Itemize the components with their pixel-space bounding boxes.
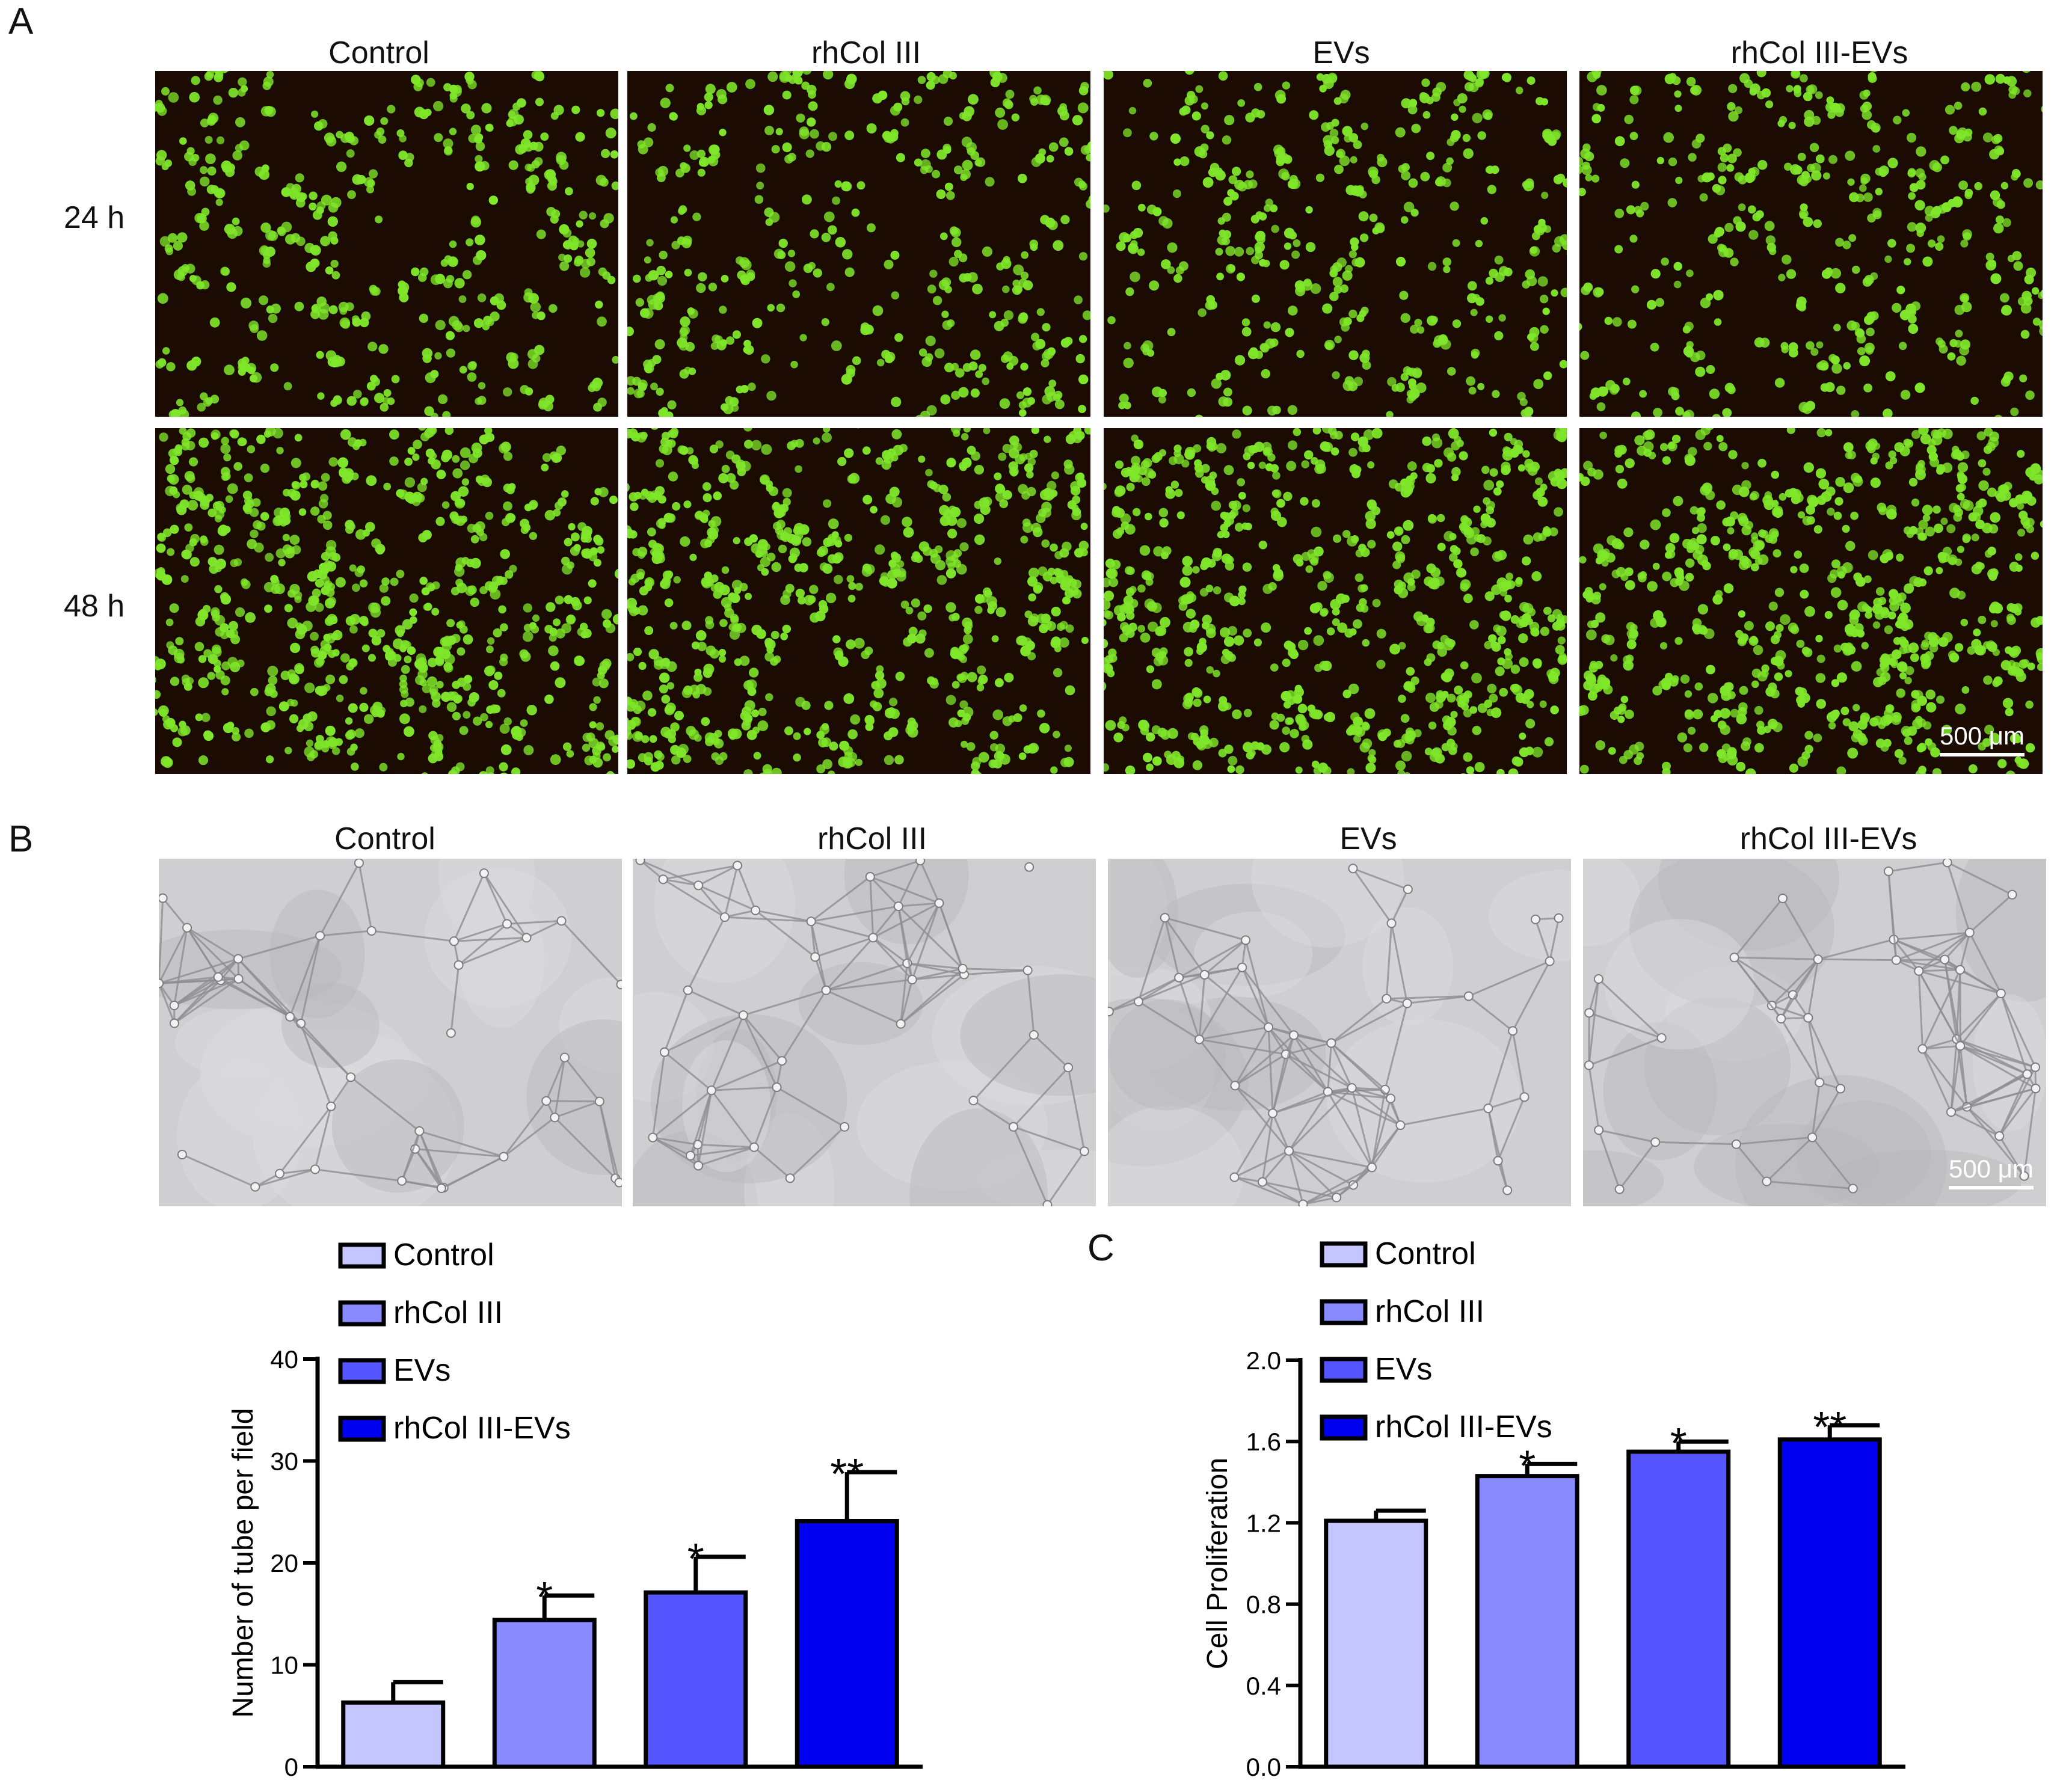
chart-c-legend-swatch-control	[1320, 1241, 1368, 1268]
chart-c-legend-swatch-rhcol	[1320, 1299, 1368, 1325]
chart-b-significance-marker: *	[536, 1574, 553, 1622]
scale-bar-b-label: 500 μm	[1949, 1155, 2034, 1183]
micrograph-a-24h-rhcol	[627, 71, 1090, 417]
fluorescence-texture	[1104, 428, 1567, 774]
fluorescence-texture	[1579, 71, 2043, 417]
chart-b-significance-marker: **	[830, 1450, 864, 1499]
panel-a-column-rhcol-evs: rhCol III-EVs	[1730, 35, 1908, 70]
panel-b-column-rhcol: rhCol III	[817, 821, 927, 856]
chart-c-legend-label: Control	[1375, 1236, 1476, 1271]
chart-b-y-tick-label: 0	[284, 1753, 298, 1781]
chart-c-legend-label: EVs	[1375, 1352, 1432, 1387]
scale-bar-b: 500 μm	[1949, 1155, 2034, 1189]
micrograph-a-48h-evs	[1104, 428, 1567, 774]
chart-c-significance-marker: **	[1813, 1404, 1846, 1452]
chart-c-bar-rhcol	[1475, 1474, 1579, 1769]
chart-c-y-tick-label: 0.4	[1246, 1672, 1281, 1700]
chart-b-y-axis-label: Number of tube per field	[227, 1408, 259, 1718]
micrograph-a-48h-rhcol-evs	[1579, 428, 2043, 774]
micrograph-a-24h-control	[155, 71, 618, 417]
panel-label-b: B	[8, 818, 34, 860]
chart-b-legend-label: rhCol III-EVs	[393, 1411, 571, 1446]
chart-c-legend-swatch-rhcol_evs	[1320, 1414, 1368, 1441]
chart-b-bar-rhcol_evs	[795, 1519, 899, 1769]
chart-c-y-tick-label: 1.6	[1246, 1428, 1281, 1456]
scale-bar-a-label: 500 μm	[1940, 722, 2025, 750]
micrograph-a-48h-rhcol	[627, 428, 1090, 774]
chart-c-significance-marker: *	[1519, 1442, 1536, 1490]
fluorescence-texture	[1579, 428, 2043, 774]
fluorescence-texture	[155, 71, 618, 417]
fluorescence-texture	[1104, 71, 1567, 417]
micrograph-b-evs	[1108, 859, 1571, 1206]
chart-c-y-tick-label: 0.8	[1246, 1591, 1281, 1619]
panel-label-a: A	[8, 1, 34, 42]
chart-b-legend-label: Control	[393, 1238, 494, 1272]
chart-c-significance-marker: *	[1670, 1420, 1687, 1468]
fluorescence-texture	[627, 71, 1090, 417]
chart-c-legend-label: rhCol III	[1375, 1294, 1484, 1329]
chart-b-y-tick-label: 30	[270, 1447, 298, 1476]
panel-a-row-48h: 48 h	[64, 589, 125, 624]
scale-bar-a-line	[1940, 753, 2025, 756]
brightfield-texture	[1108, 859, 1571, 1206]
panel-b-column-control: Control	[334, 821, 435, 856]
chart-c-legend-swatch-evs	[1320, 1357, 1368, 1383]
brightfield-texture	[1583, 859, 2046, 1206]
chart-c-bar-control	[1324, 1518, 1428, 1769]
chart-b-legend-swatch-control	[338, 1242, 386, 1269]
chart-b-legend-label: EVs	[393, 1353, 450, 1388]
fluorescence-texture	[627, 428, 1090, 774]
micrograph-b-rhcol-evs	[1583, 859, 2046, 1206]
micrograph-a-24h-evs	[1104, 71, 1567, 417]
chart-c-y-tick-label: 2.0	[1246, 1346, 1281, 1375]
chart-b-legend-swatch-evs	[338, 1358, 386, 1384]
chart-c-bar-rhcol_evs	[1777, 1437, 1882, 1769]
chart-b-legend-swatch-rhcol	[338, 1300, 386, 1327]
chart-b-y-tick-label: 20	[270, 1549, 298, 1577]
panel-a-row-24h: 24 h	[64, 200, 125, 235]
fluorescence-texture	[155, 428, 618, 774]
chart-c-y-tick-label: 1.2	[1246, 1509, 1281, 1537]
panel-a-column-control: Control	[328, 35, 429, 70]
chart-b-legend-swatch-rhcol_evs	[338, 1416, 386, 1442]
chart-c-bar-evs	[1626, 1449, 1731, 1769]
panel-label-c: C	[1087, 1227, 1115, 1269]
panel-b-column-rhcol-evs: rhCol III-EVs	[1739, 821, 1917, 856]
micrograph-a-24h-rhcol-evs	[1579, 71, 2043, 417]
chart-c-y-tick-label: 0.0	[1246, 1753, 1281, 1781]
chart-b-y-tick-label: 40	[270, 1345, 298, 1373]
scale-bar-b-line	[1949, 1186, 2034, 1189]
panel-a-column-rhcol: rhCol III	[811, 35, 921, 70]
scale-bar-a: 500 μm	[1940, 722, 2025, 756]
chart-c-y-axis-label: Cell Proliferation	[1202, 1458, 1234, 1669]
micrograph-a-48h-control	[155, 428, 618, 774]
chart-b-significance-marker: *	[687, 1535, 704, 1583]
micrograph-b-control	[159, 859, 622, 1206]
brightfield-texture	[633, 859, 1096, 1206]
brightfield-texture	[159, 859, 622, 1206]
chart-b-bar-control	[341, 1700, 446, 1769]
panel-a-column-evs: EVs	[1312, 35, 1370, 70]
chart-b-y-tick-label: 10	[270, 1651, 298, 1680]
chart-b-legend-label: rhCol III	[393, 1295, 503, 1330]
panel-b-column-evs: EVs	[1339, 821, 1397, 856]
micrograph-b-rhcol	[633, 859, 1096, 1206]
chart-c-legend-label: rhCol III-EVs	[1375, 1410, 1552, 1444]
